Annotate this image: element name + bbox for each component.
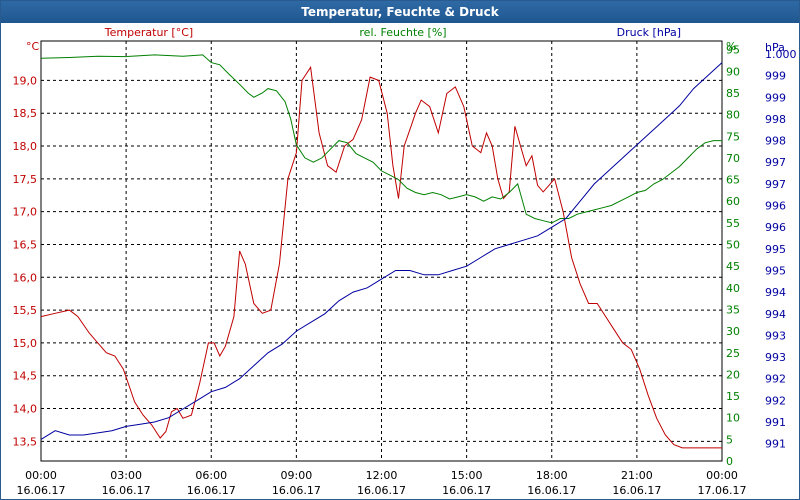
x-tick-time: 00:00 (706, 469, 738, 482)
humidity-tick-label: 35 (726, 303, 740, 316)
x-tick-date: 17.06.17 (698, 484, 747, 497)
pressure-tick-label: 999 (765, 70, 786, 83)
temp-tick-label: 17,5 (13, 173, 38, 186)
x-tick-time: 21:00 (621, 469, 653, 482)
pressure-tick-label: 996 (765, 221, 786, 234)
x-tick-date: 16.06.17 (612, 484, 661, 497)
x-tick-date: 16.06.17 (187, 484, 236, 497)
window-title: Temperatur, Feuchte & Druck (1, 1, 799, 23)
x-tick-date: 16.06.17 (272, 484, 321, 497)
pressure-tick-label: 999 (765, 91, 786, 104)
humidity-tick-label: 15 (726, 390, 740, 403)
legend-humidity: rel. Feuchte [%] (359, 26, 446, 39)
series-line-temperature (40, 65, 722, 449)
pressure-tick-label: 993 (765, 351, 786, 364)
x-tick-date: 16.06.17 (527, 484, 576, 497)
humidity-tick-label: 90 (726, 65, 740, 78)
temp-tick-label: 18,0 (13, 140, 38, 153)
humidity-unit-label: % (726, 40, 736, 53)
legend-pressure: Druck [hPa] (617, 26, 681, 39)
temp-tick-label: 14,0 (13, 403, 38, 416)
pressure-tick-label: 994 (765, 286, 786, 299)
pressure-tick-label: 996 (765, 200, 786, 213)
temp-tick-label: 14,5 (13, 370, 38, 383)
humidity-tick-label: 10 (726, 412, 740, 425)
humidity-tick-label: 40 (726, 282, 740, 295)
temp-tick-label: 13,5 (13, 435, 38, 448)
humidity-tick-label: 5 (726, 433, 733, 446)
pressure-tick-label: 993 (765, 329, 786, 342)
x-tick-time: 03:00 (110, 469, 142, 482)
x-tick-time: 00:00 (25, 469, 57, 482)
humidity-tick-label: 50 (726, 239, 740, 252)
pressure-tick-label: 998 (765, 135, 786, 148)
humidity-tick-label: 0 (726, 455, 733, 468)
chart: 00:00 16.06.17 03:00 16.06.17 06:00 16.06.17 0… (13, 26, 797, 497)
legend-temperature: Temperatur [°C] (104, 26, 193, 39)
pressure-tick-label: 1.000 (765, 48, 797, 61)
humidity-tick-label: 60 (726, 195, 740, 208)
series-line-pressure (40, 62, 723, 440)
pressure-tick-label: 997 (765, 178, 786, 191)
humidity-tick-label: 65 (726, 174, 740, 187)
humidity-tick-label: 75 (726, 130, 740, 143)
humidity-tick-label: 20 (726, 368, 740, 381)
temp-tick-label: 16,0 (13, 271, 38, 284)
temp-tick-label: 17,0 (13, 206, 38, 219)
temp-unit-label: °C (26, 40, 40, 53)
temp-tick-label: 15,5 (13, 304, 38, 317)
humidity-tick-label: 30 (726, 325, 740, 338)
humidity-tick-label: 85 (726, 87, 740, 100)
temp-tick-label: 16,5 (13, 238, 38, 251)
humidity-tick-label: 25 (726, 347, 740, 360)
pressure-tick-label: 991 (765, 416, 786, 429)
x-tick-time: 18:00 (536, 469, 568, 482)
humidity-tick-label: 95 (726, 44, 740, 57)
series-line-humidity (40, 54, 722, 224)
x-tick-time: 09:00 (281, 469, 313, 482)
pressure-tick-label: 997 (765, 156, 786, 169)
x-tick-date: 16.06.17 (102, 484, 151, 497)
pressure-tick-label: 991 (765, 438, 786, 451)
temp-tick-label: 15,0 (13, 337, 38, 350)
humidity-tick-label: 45 (726, 260, 740, 273)
humidity-tick-label: 80 (726, 109, 740, 122)
humidity-tick-label: 55 (726, 217, 740, 230)
temp-tick-label: 19,0 (13, 74, 38, 87)
pressure-tick-label: 995 (765, 264, 786, 277)
x-tick-date: 16.06.17 (357, 484, 406, 497)
pressure-unit-label: hPa (765, 41, 785, 54)
x-tick-time: 15:00 (451, 469, 483, 482)
pressure-tick-label: 992 (765, 394, 786, 407)
x-tick-time: 06:00 (195, 469, 227, 482)
x-tick-date: 16.06.17 (442, 484, 491, 497)
humidity-tick-label: 70 (726, 152, 740, 165)
pressure-tick-label: 994 (765, 308, 786, 321)
pressure-tick-label: 992 (765, 373, 786, 386)
pressure-tick-label: 998 (765, 113, 786, 126)
x-tick-time: 12:00 (366, 469, 398, 482)
x-tick-date: 16.06.17 (17, 484, 66, 497)
temp-tick-label: 18,5 (13, 107, 38, 120)
pressure-tick-label: 995 (765, 243, 786, 256)
